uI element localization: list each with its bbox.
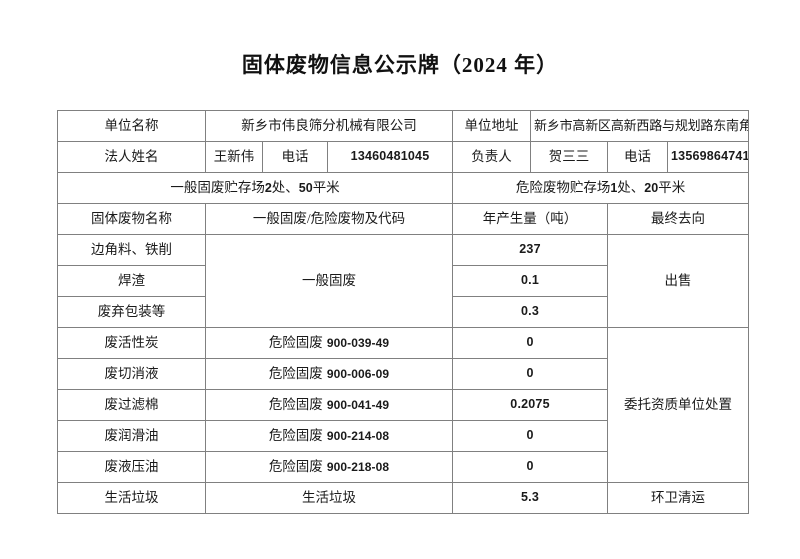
waste-category-label: 危险固废 [268, 396, 323, 412]
waste-category-code: 危险固废 900-006-09 [204, 358, 454, 390]
header-category-code: 一般固废/危险废物及代码 [204, 203, 454, 235]
general-storage-count: 2 [264, 180, 272, 195]
general-storage-unit: 处、 [271, 179, 299, 195]
waste-category-label: 危险固废 [268, 334, 323, 350]
waste-code: 900-039-49 [326, 335, 390, 350]
hazard-storage-area: 20 [644, 180, 659, 195]
header-destination: 最终去向 [607, 203, 750, 235]
waste-destination: 委托资质单位处置 [607, 327, 750, 483]
waste-name: 废过滤棉 [57, 389, 206, 421]
waste-name: 废弃包装等 [57, 296, 206, 328]
waste-name: 废活性炭 [57, 327, 206, 359]
table-header-row: 固体废物名称 一般固废/危险废物及代码 年产生量（吨） 最终去向 [57, 203, 750, 235]
hazard-storage-prefix: 危险废物贮存场 [515, 179, 611, 195]
manager-phone-value: 13569864741 [667, 141, 750, 173]
waste-amount: 0 [452, 358, 609, 390]
waste-code: 900-218-08 [326, 459, 390, 474]
page-title: 固体废物信息公示牌（2024 年） [241, 53, 559, 77]
header-waste-name: 固体废物名称 [57, 203, 206, 235]
table-row: 废活性炭 危险固废 900-039-49 0 委托资质单位处置 [57, 327, 750, 483]
general-storage-info: 一般固废贮存场2处、50平米 [56, 172, 454, 204]
waste-category-label: 危险固废 [268, 458, 323, 474]
waste-category-code: 危险固废 900-214-08 [204, 420, 454, 452]
waste-disclosure-table: 单位名称 新乡市伟良筛分机械有限公司 单位地址 新乡市高新区高新西路与规划路东南… [56, 110, 750, 514]
table-row: 生活垃圾 生活垃圾 5.3 环卫清运 [57, 482, 750, 514]
waste-disclosure-table-wrapper: 单位名称 新乡市伟良筛分机械有限公司 单位地址 新乡市高新区高新西路与规划路东南… [56, 110, 750, 514]
company-name-value: 新乡市伟良筛分机械有限公司 [204, 110, 454, 142]
general-storage-area: 50 [298, 180, 313, 195]
waste-amount: 0.2075 [452, 389, 609, 421]
waste-code: 900-214-08 [326, 428, 390, 443]
legal-person-value: 王新伟 [205, 141, 263, 173]
waste-amount: 0.1 [452, 265, 609, 297]
hazard-storage-area-unit: 平米 [658, 179, 686, 195]
table-row-storage: 一般固废贮存场2处、50平米 危险废物贮存场1处、20平米 [56, 172, 750, 204]
waste-name: 边角料、铁削 [57, 234, 206, 266]
table-row: 废过滤棉 危险固废 900-041-49 0.2075 [57, 389, 749, 421]
manager-phone-label: 电话 [607, 141, 669, 173]
waste-amount: 0 [452, 451, 609, 483]
hazard-storage-info: 危险废物贮存场1处、20平米 [452, 172, 750, 204]
waste-amount: 0 [452, 327, 609, 359]
address-label: 单位地址 [452, 110, 532, 142]
waste-category-label: 危险固废 [268, 427, 323, 443]
waste-category: 生活垃圾 [204, 482, 454, 514]
manager-label: 负责人 [452, 141, 532, 173]
general-storage-area-unit: 平米 [312, 179, 340, 195]
waste-name: 生活垃圾 [57, 482, 206, 514]
table-row: 废润滑油 危险固废 900-214-08 0 [57, 420, 749, 452]
waste-category: 一般固废 [204, 234, 454, 328]
waste-name: 废液压油 [57, 451, 206, 483]
hazard-storage-count: 1 [610, 180, 618, 195]
waste-amount: 237 [452, 234, 609, 266]
waste-name: 焊渣 [57, 265, 206, 297]
legal-phone-value: 13460481045 [326, 141, 454, 173]
waste-category-code: 危险固废 900-041-49 [204, 389, 454, 421]
table-row: 边角料、铁削 一般固废 237 出售 [57, 234, 750, 328]
waste-destination: 环卫清运 [607, 482, 750, 514]
table-row-company: 单位名称 新乡市伟良筛分机械有限公司 单位地址 新乡市高新区高新西路与规划路东南… [57, 110, 750, 142]
waste-amount: 0.3 [452, 296, 609, 328]
waste-category-label: 危险固废 [268, 365, 323, 381]
waste-amount: 0 [452, 420, 609, 452]
waste-destination: 出售 [607, 234, 750, 328]
hazard-storage-unit: 处、 [617, 179, 645, 195]
waste-category-code: 危险固废 900-039-49 [204, 327, 454, 359]
table-row: 废弃包装等 0.3 [57, 296, 749, 328]
legal-person-label: 法人姓名 [57, 141, 206, 173]
waste-name: 废切消液 [57, 358, 206, 390]
table-row-contacts: 法人姓名 王新伟 电话 13460481045 负责人 贺三三 电话 13569… [57, 141, 750, 173]
waste-code: 900-006-09 [326, 366, 390, 381]
address-value: 新乡市高新区高新西路与规划路东南角 [530, 110, 750, 142]
legal-phone-label: 电话 [262, 141, 328, 173]
company-name-label: 单位名称 [57, 110, 206, 142]
header-annual-output: 年产生量（吨） [452, 203, 609, 235]
waste-amount: 5.3 [452, 482, 609, 514]
general-storage-prefix: 一般固废贮存场 [170, 179, 265, 195]
waste-category-code: 危险固废 900-218-08 [204, 451, 454, 483]
table-row: 焊渣 0.1 [57, 265, 749, 297]
waste-code: 900-041-49 [326, 397, 390, 412]
manager-value: 贺三三 [530, 141, 609, 173]
waste-name: 废润滑油 [57, 420, 206, 452]
